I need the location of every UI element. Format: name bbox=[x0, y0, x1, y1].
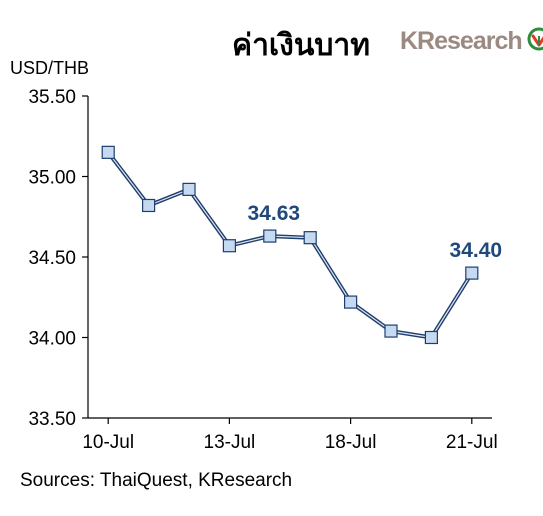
x-tick-label: 18-Jul bbox=[325, 432, 377, 453]
x-tick-label: 21-Jul bbox=[446, 432, 498, 453]
y-tick-label: 35.50 bbox=[28, 87, 76, 108]
x-tick-label: 10-Jul bbox=[82, 432, 134, 453]
data-label: 34.63 bbox=[248, 202, 301, 225]
y-axis-unit-label: USD/THB bbox=[10, 58, 90, 78]
data-point-marker bbox=[263, 229, 277, 243]
y-tick-label: 33.50 bbox=[28, 409, 76, 430]
data-point-marker bbox=[182, 182, 196, 196]
series-lines bbox=[106, 151, 474, 340]
tick-labels: 35.50 35.00 34.50 34.00 33.50 10-Jul 13-Jul 18-… bbox=[28, 87, 497, 453]
data-point-marker bbox=[465, 266, 479, 280]
data-point-marker bbox=[222, 239, 236, 253]
x-tick-label: 13-Jul bbox=[204, 432, 256, 453]
data-point-marker bbox=[384, 324, 398, 338]
data-label: 34.40 bbox=[450, 239, 503, 262]
logo-text: KResearch bbox=[400, 27, 523, 55]
y-tick-label: 34.50 bbox=[28, 248, 76, 269]
y-tick-label: 34.00 bbox=[28, 329, 76, 350]
data-point-marker bbox=[303, 231, 317, 245]
data-point-marker bbox=[424, 330, 438, 345]
data-point-marker bbox=[142, 198, 156, 213]
chart-title: ค่าเงินบาท bbox=[232, 28, 370, 63]
series-line-outer bbox=[106, 151, 474, 340]
data-point-marker bbox=[101, 145, 115, 159]
y-tick-label: 35.00 bbox=[28, 168, 76, 189]
markers bbox=[101, 145, 479, 345]
axes bbox=[82, 95, 492, 424]
source-note: Sources: ThaiQuest, KResearch bbox=[20, 470, 293, 491]
data-point-marker bbox=[344, 295, 358, 309]
series-line-inner bbox=[107, 152, 473, 339]
data-labels: 34.63 34.40 bbox=[248, 202, 503, 262]
